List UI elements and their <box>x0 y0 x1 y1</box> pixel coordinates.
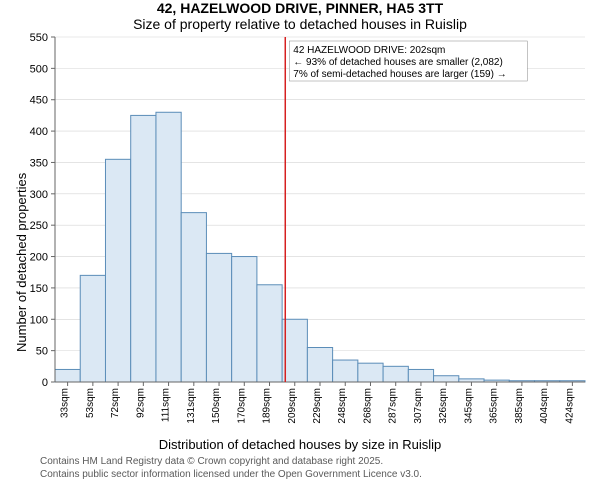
annotation-line1: ← 93% of detached houses are smaller (2,… <box>293 57 503 68</box>
histogram-bar <box>80 275 105 382</box>
histogram-bar <box>131 115 156 382</box>
footer-line-1: Contains HM Land Registry data © Crown c… <box>40 456 592 469</box>
ytick-label: 450 <box>30 95 48 107</box>
xtick-label: 307sqm <box>413 388 424 424</box>
xtick-label: 170sqm <box>236 388 247 424</box>
xtick-label: 92sqm <box>135 388 146 418</box>
ytick-label: 200 <box>30 252 48 264</box>
histogram-bar <box>333 360 358 382</box>
ytick-label: 100 <box>30 314 48 326</box>
histogram-bar <box>232 257 257 382</box>
xtick-label: 345sqm <box>463 388 474 424</box>
ytick-label: 250 <box>30 220 48 232</box>
xtick-label: 150sqm <box>211 388 222 424</box>
xtick-label: 209sqm <box>287 388 298 424</box>
histogram-bar <box>434 376 459 382</box>
histogram-bar <box>55 369 80 382</box>
attribution-footer: Contains HM Land Registry data © Crown c… <box>0 452 600 481</box>
xtick-label: 404sqm <box>539 388 550 424</box>
footer-line-2: Contains public sector information licen… <box>40 469 592 482</box>
histogram-bar <box>181 213 206 382</box>
xtick-label: 326sqm <box>438 388 449 424</box>
annotation-title: 42 HAZELWOOD DRIVE: 202sqm <box>293 45 445 56</box>
histogram-bar <box>156 112 181 382</box>
histogram-bar <box>383 366 408 382</box>
ytick-label: 50 <box>36 346 48 358</box>
ytick-label: 150 <box>30 283 48 295</box>
x-axis-label: Distribution of detached houses by size … <box>0 437 600 452</box>
chart-title-block: 42, HAZELWOOD DRIVE, PINNER, HA5 3TT Siz… <box>0 0 600 32</box>
xtick-label: 385sqm <box>514 388 525 424</box>
histogram-svg: 0 50 100 150 200 250 300 350 400 450 500 550 33sqm 53… <box>0 32 600 437</box>
ytick-label: 400 <box>30 126 48 138</box>
ytick-label: 500 <box>30 63 48 75</box>
xtick-label: 33sqm <box>60 388 71 418</box>
histogram-bar <box>257 285 282 382</box>
xtick-label: 248sqm <box>337 388 348 424</box>
ytick-label: 0 <box>42 377 48 389</box>
xtick-label: 365sqm <box>489 388 500 424</box>
chart-title-line1: 42, HAZELWOOD DRIVE, PINNER, HA5 3TT <box>0 0 600 16</box>
chart-area: Number of detached properties 0 50 100 150 2… <box>0 32 600 452</box>
histogram-bar <box>358 363 383 382</box>
xtick-label: 229sqm <box>312 388 323 424</box>
xtick-label: 72sqm <box>110 388 121 418</box>
y-axis-label: Number of detached properties <box>14 173 29 352</box>
histogram-bar <box>408 369 433 382</box>
xtick-label: 268sqm <box>362 388 373 424</box>
xtick-label: 131sqm <box>186 388 197 424</box>
ytick-label: 550 <box>30 32 48 44</box>
histogram-bar <box>105 159 130 382</box>
xtick-label: 287sqm <box>388 388 399 424</box>
annotation-line2: 7% of semi-detached houses are larger (1… <box>293 69 506 80</box>
xtick-label: 189sqm <box>262 388 273 424</box>
xtick-label: 111sqm <box>161 388 172 422</box>
chart-title-line2: Size of property relative to detached ho… <box>0 16 600 32</box>
ytick-label: 350 <box>30 157 48 169</box>
xtick-label: 424sqm <box>564 388 575 424</box>
histogram-bar <box>307 348 332 383</box>
xtick-label: 53sqm <box>85 388 96 418</box>
ytick-label: 300 <box>30 189 48 201</box>
histogram-bar <box>206 253 231 382</box>
